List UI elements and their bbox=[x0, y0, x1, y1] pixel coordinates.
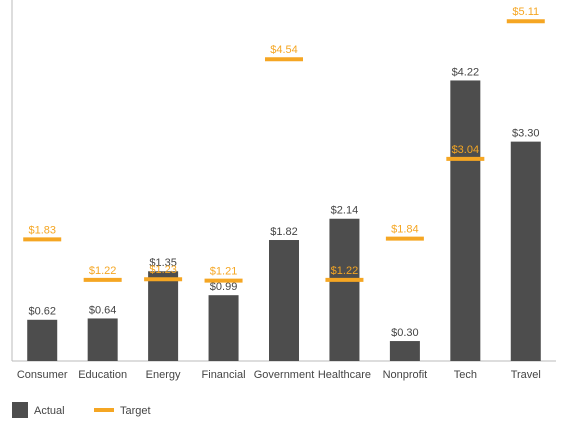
legend-label: Actual bbox=[34, 405, 65, 417]
data-label: $3.30 bbox=[512, 128, 540, 140]
x-tick-label: Tech bbox=[454, 369, 477, 381]
bar bbox=[450, 80, 481, 362]
data-label: $0.62 bbox=[28, 306, 56, 318]
bar bbox=[27, 319, 58, 361]
bar bbox=[269, 240, 299, 361]
bar bbox=[510, 141, 541, 361]
x-tick-label: Education bbox=[78, 369, 127, 381]
data-label: $5.11 bbox=[512, 6, 539, 18]
data-label: $4.54 bbox=[270, 44, 298, 56]
data-label: $3.04 bbox=[452, 144, 480, 156]
bar bbox=[329, 218, 360, 361]
bar bbox=[148, 271, 179, 361]
data-label: $1.22 bbox=[331, 265, 359, 277]
data-label: $1.35 bbox=[149, 257, 177, 269]
data-label: $4.22 bbox=[452, 66, 480, 78]
x-tick-label: Government bbox=[254, 369, 315, 381]
data-label: $2.14 bbox=[331, 205, 359, 217]
data-label: $1.82 bbox=[270, 226, 298, 238]
bar bbox=[389, 341, 420, 361]
data-label: $0.99 bbox=[210, 281, 238, 293]
x-tick-label: Financial bbox=[202, 369, 246, 381]
data-label: $0.64 bbox=[89, 304, 117, 316]
x-tick-label: Healthcare bbox=[318, 369, 371, 381]
x-tick-label: Consumer bbox=[17, 369, 68, 381]
legend-label: Target bbox=[120, 405, 151, 417]
data-label: $1.21 bbox=[210, 265, 238, 277]
x-tick-label: Energy bbox=[146, 369, 181, 381]
legend-swatch bbox=[12, 402, 28, 418]
x-tick-label: Travel bbox=[511, 369, 541, 381]
x-tick-label: Nonprofit bbox=[383, 369, 428, 381]
bar bbox=[208, 295, 239, 361]
data-label: $1.22 bbox=[89, 265, 117, 277]
data-label: $0.30 bbox=[391, 327, 419, 339]
data-label: $1.83 bbox=[28, 224, 56, 236]
data-label: $1.23 bbox=[149, 264, 177, 276]
bar bbox=[87, 318, 118, 361]
data-label: $1.84 bbox=[391, 224, 419, 236]
